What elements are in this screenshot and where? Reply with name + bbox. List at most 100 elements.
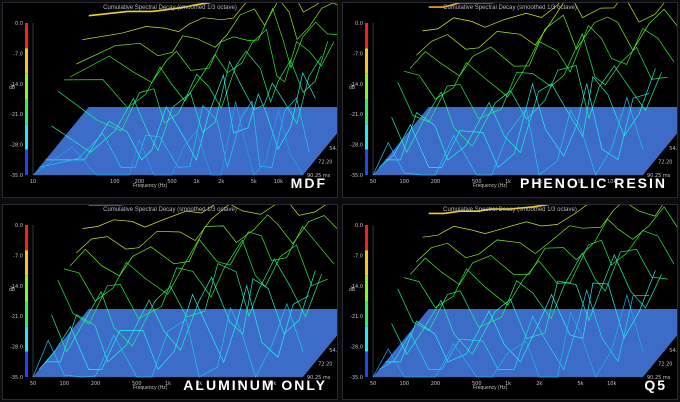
colorbar-segment xyxy=(365,301,368,327)
colorbar-segment xyxy=(365,23,368,49)
decay-floor xyxy=(33,308,337,377)
colorbar-segment xyxy=(25,23,28,49)
decay-slice xyxy=(416,205,663,262)
x-tick-label: 2k xyxy=(536,179,542,185)
y-tick-label: -14.0 xyxy=(10,284,23,290)
y-tick-label: -28.0 xyxy=(350,345,363,351)
x-tick-label: 200 xyxy=(135,179,145,185)
y-tick-label: -28.0 xyxy=(350,143,363,149)
colorbar-segment xyxy=(365,250,368,276)
decay-slice xyxy=(385,68,656,161)
colorbar-segment xyxy=(25,149,28,175)
y-tick-label: 0.0 xyxy=(15,21,23,27)
decay-slice xyxy=(397,32,668,123)
x-axis-label: Frequency (Hz) xyxy=(473,385,508,391)
chart-panel-q5: 0.0 -7.0 -14.0 -21.0 -28.0 -35.0 50 100 200 500 1k… xyxy=(342,204,678,400)
x-tick-label: 1k xyxy=(505,179,511,185)
x-tick-label: 500 xyxy=(132,381,142,387)
decay-slice xyxy=(416,3,665,56)
y-tick-label: 0.0 xyxy=(355,21,363,27)
time-tick-label: 54.15 xyxy=(329,146,338,152)
decay-slice xyxy=(76,3,337,65)
decay-slice xyxy=(409,8,677,77)
chart-panel-phenolic-resin: 0.0 -7.0 -14.0 -21.0 -28.0 -35.0 50 100 200 500 1k… xyxy=(342,2,678,198)
decay-slice xyxy=(403,24,675,100)
decay-slice xyxy=(403,230,675,309)
y-tick-label: -7.0 xyxy=(353,51,363,57)
colorbar-segment xyxy=(25,48,28,74)
decay-slice xyxy=(45,71,316,161)
x-tick-label: 500 xyxy=(472,381,482,387)
y-axis-label: dB xyxy=(9,287,16,293)
csd-chart-aluminum-only: 0.0 -7.0 -14.0 -21.0 -28.0 -35.0 50 100 200 500 1k… xyxy=(10,205,338,387)
decay-slice xyxy=(51,258,322,353)
time-tick-label: 90.25 ms xyxy=(307,375,331,381)
decay-slice xyxy=(409,206,677,285)
x-tick-label: 5k xyxy=(237,381,243,387)
chart-title: Cumulative Spectral Decay (smoothed 1/3 … xyxy=(103,207,237,213)
x-tick-label: 2k xyxy=(218,179,224,185)
x-tick-label: 5k xyxy=(577,381,583,387)
y-tick-label: 0.0 xyxy=(355,223,363,229)
material-label: Q5 xyxy=(644,377,667,393)
decay-slice xyxy=(82,3,320,40)
csd-chart-phenolic-resin: 0.0 -7.0 -14.0 -21.0 -28.0 -35.0 50 100 200 500 1k… xyxy=(350,3,677,185)
colorbar-segment xyxy=(365,225,368,251)
time-tick-label: 90.25 ms xyxy=(647,173,671,179)
x-tick-label: 200 xyxy=(431,381,441,387)
decay-slice xyxy=(76,205,326,254)
y-axis-label: dB xyxy=(349,85,356,91)
chart-panel-mdf: 0.0 -7.0 -14.0 -21.0 -28.0 -35.0 10 100 200 500 1k… xyxy=(2,2,338,198)
csd-chart-q5: 0.0 -7.0 -14.0 -21.0 -28.0 -35.0 50 100 200 500 1k… xyxy=(350,205,677,387)
decay-slice xyxy=(428,205,550,215)
time-tick-label: 90.25 ms xyxy=(647,375,671,381)
x-tick-label: 100 xyxy=(399,179,409,185)
decay-slice xyxy=(57,239,328,325)
y-tick-label: -14.0 xyxy=(10,82,23,88)
decay-slice xyxy=(38,284,310,371)
x-tick-label: 10 xyxy=(30,179,36,185)
x-tick-label: 2k xyxy=(196,381,202,387)
colorbar-segment xyxy=(25,73,28,99)
x-tick-label: 100 xyxy=(399,381,409,387)
decay-slice xyxy=(391,253,662,355)
y-tick-label: -35.0 xyxy=(10,375,23,381)
decay-slice xyxy=(372,96,644,176)
chart-panel-aluminum-only: 0.0 -7.0 -14.0 -21.0 -28.0 -35.0 50 100 200 500 1k… xyxy=(2,204,338,400)
colorbar-segment xyxy=(365,48,368,74)
decay-slice xyxy=(45,270,316,363)
decay-slice xyxy=(57,41,329,132)
decay-floor xyxy=(373,308,677,377)
colorbar-segment xyxy=(365,351,368,377)
colorbar-segment xyxy=(365,326,368,352)
x-tick-label: 10k xyxy=(274,179,283,185)
x-tick-label: 1k xyxy=(165,381,171,387)
x-tick-label: 10k xyxy=(607,179,616,185)
x-tick-label: 500 xyxy=(167,179,177,185)
y-tick-label: -28.0 xyxy=(10,143,23,149)
colorbar-segment xyxy=(365,149,368,175)
x-axis-label: Frequency (Hz) xyxy=(473,183,508,189)
x-tick-label: 1k xyxy=(194,179,200,185)
y-tick-label: -21.0 xyxy=(350,314,363,320)
y-tick-label: -35.0 xyxy=(350,375,363,381)
y-tick-label: -21.0 xyxy=(10,314,23,320)
y-tick-label: -21.0 xyxy=(350,112,363,118)
colorbar-segment xyxy=(25,225,28,251)
time-tick-label: 54.15 xyxy=(329,348,338,354)
decay-slice xyxy=(397,248,668,332)
y-tick-label: -7.0 xyxy=(13,253,23,259)
y-tick-label: -35.0 xyxy=(10,173,23,179)
decay-slice xyxy=(378,82,650,168)
y-tick-label: -14.0 xyxy=(350,284,363,290)
decay-slice xyxy=(63,28,335,109)
colorbar-segment xyxy=(365,124,368,150)
time-tick-label: 72.20 xyxy=(318,361,332,367)
x-tick-label: 5k xyxy=(251,179,257,185)
decay-slice xyxy=(391,64,662,154)
decay-floor xyxy=(33,106,337,175)
x-tick-label: 10k xyxy=(267,381,276,387)
colorbar-segment xyxy=(365,73,368,99)
x-tick-label: 100 xyxy=(59,381,69,387)
